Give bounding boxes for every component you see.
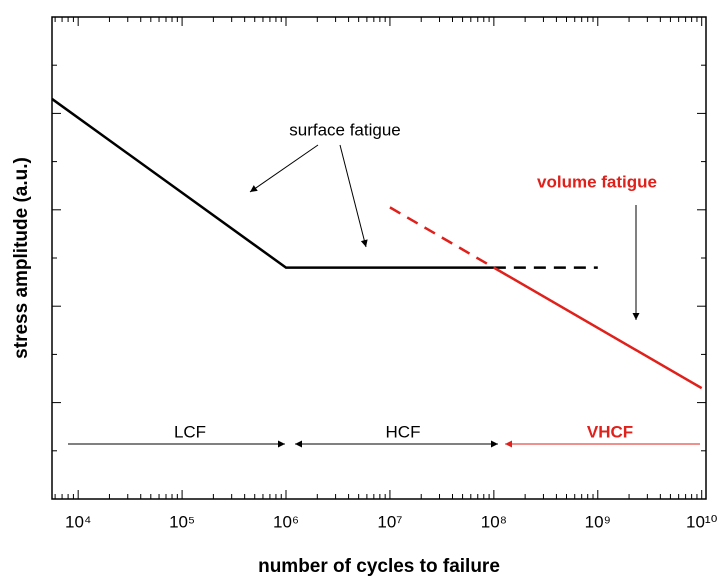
x-tick-label: 10⁷ [377,512,402,531]
x-tick-label: 10¹⁰ [686,512,718,531]
annotation-arrow [249,144,319,193]
x-tick-label: 10⁶ [273,512,299,531]
x-axis-label: number of cycles to failure [258,556,500,577]
y-axis-label: stress amplitude (a.u.) [11,157,32,359]
x-tick-label: 10⁴ [65,512,91,531]
regime-label: LCF [174,422,206,441]
series-line [51,97,494,269]
annotation: volume fatigue [537,172,657,191]
series-line [389,206,495,269]
x-tick-label: 10⁵ [169,512,195,531]
annotation: surface fatigue [289,120,401,139]
annotation-arrow [339,144,368,248]
x-tick-label: 10⁸ [481,512,507,531]
regime-label: VHCF [587,422,633,441]
series-line [493,266,703,390]
x-tick-label: 10⁹ [585,512,611,531]
regime-label: HCF [386,422,421,441]
